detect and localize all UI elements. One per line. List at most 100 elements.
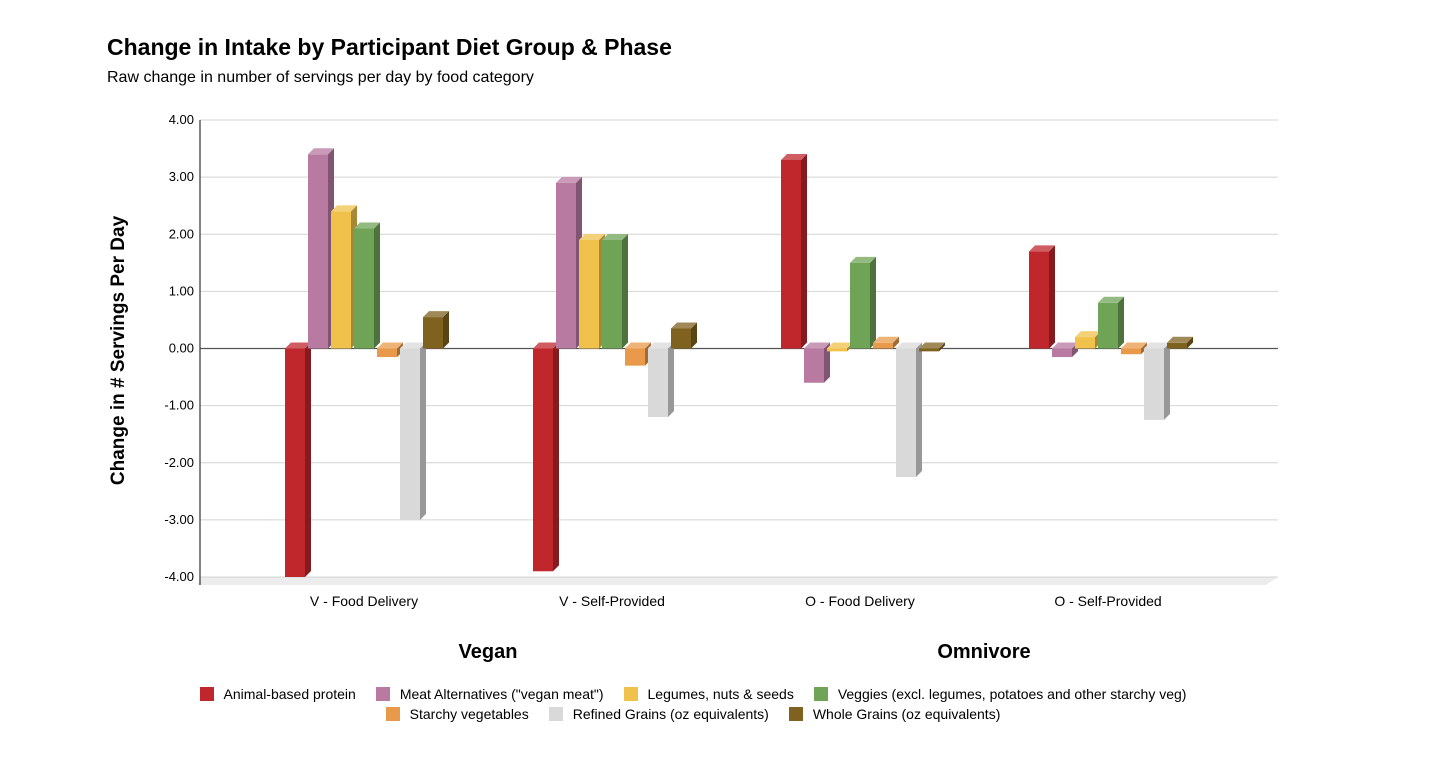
legend-label: Refined Grains (oz equivalents) xyxy=(572,706,769,722)
legend-swatch xyxy=(385,707,400,721)
bar xyxy=(579,233,605,349)
bar-top xyxy=(1144,342,1170,349)
bar-front xyxy=(671,328,691,349)
bar-front xyxy=(579,239,599,349)
bar-front xyxy=(1075,337,1095,349)
bar-front xyxy=(1121,348,1141,355)
legend-item: Legumes, nuts & seeds xyxy=(623,684,794,704)
bar-top xyxy=(781,153,807,160)
bar-front xyxy=(602,239,622,349)
bar-front xyxy=(400,348,420,520)
legend: Animal-based protein Meat Alternatives ("… xyxy=(0,684,1386,724)
bar-top xyxy=(648,342,674,349)
bar xyxy=(827,342,853,352)
legend-item: Animal-based protein xyxy=(199,684,356,704)
bar-top xyxy=(804,342,830,349)
bar xyxy=(354,222,380,349)
bar-top xyxy=(556,176,582,183)
bar-chart: 4.00 3.00 2.00 1.00 0.00 -1.00 -2.00 -3.00 -4.00… xyxy=(108,112,1278,663)
bar-top xyxy=(1167,336,1193,343)
bar-front xyxy=(625,348,645,366)
x-category-label: V - Self-Provided xyxy=(559,593,665,609)
bar-front xyxy=(308,154,328,349)
bar xyxy=(331,205,357,349)
bar-top xyxy=(625,342,651,349)
bar-top xyxy=(1098,296,1124,303)
bar-front xyxy=(1098,302,1118,349)
bar-top xyxy=(423,311,449,318)
bar-front xyxy=(377,348,397,358)
bar-side xyxy=(1187,336,1193,349)
bar xyxy=(671,322,697,349)
bar-top xyxy=(1075,331,1101,338)
bar-top xyxy=(308,148,334,155)
bar-top xyxy=(331,205,357,212)
bar-side xyxy=(374,222,380,349)
bar-top xyxy=(1029,245,1055,252)
chart-subtitle: Raw change in number of servings per day… xyxy=(107,69,534,86)
bar xyxy=(1098,296,1124,349)
legend-swatch xyxy=(813,687,828,701)
legend-label: Legumes, nuts & seeds xyxy=(647,686,794,702)
bar-front xyxy=(285,348,305,577)
bar xyxy=(556,176,582,349)
bar xyxy=(919,342,945,352)
bar-side xyxy=(824,342,830,383)
bar-top xyxy=(873,336,899,343)
bar xyxy=(533,342,559,572)
y-tick-label: 1.00 xyxy=(169,283,194,298)
legend-swatch xyxy=(199,687,214,701)
bar-top xyxy=(400,342,426,349)
legend-label: Starchy vegetables xyxy=(409,706,529,722)
y-tick-label: -1.00 xyxy=(164,398,194,413)
bar xyxy=(1029,245,1055,349)
y-tick-label: 0.00 xyxy=(169,341,194,356)
bar-front xyxy=(423,317,443,349)
y-tick-label: 2.00 xyxy=(169,226,194,241)
legend-item: Meat Alternatives ("vegan meat") xyxy=(375,684,604,704)
x-group-label: Omnivore xyxy=(937,641,1030,663)
bar xyxy=(1121,342,1147,355)
bar-side xyxy=(420,342,426,520)
bar xyxy=(648,342,674,418)
bar-side xyxy=(622,233,628,349)
bar-top xyxy=(827,342,853,349)
legend-label: Animal-based protein xyxy=(223,686,356,702)
bar-top xyxy=(919,342,945,349)
plot-floor xyxy=(198,577,1278,585)
legend-item: Refined Grains (oz equivalents) xyxy=(548,704,769,724)
bar-top xyxy=(602,233,628,240)
bar-side xyxy=(1049,245,1055,349)
bar-side xyxy=(1118,296,1124,349)
bar xyxy=(1167,336,1193,349)
bar-front xyxy=(1167,342,1187,349)
bar-front xyxy=(1029,251,1049,349)
bar xyxy=(1075,331,1101,349)
bar-front xyxy=(850,262,870,349)
y-axis-title: Change in # Servings Per Day xyxy=(108,215,129,485)
bar-side xyxy=(1164,342,1170,420)
y-tick-label: 3.00 xyxy=(169,169,194,184)
y-tick-label: 4.00 xyxy=(169,112,194,127)
bar xyxy=(873,336,899,349)
legend-swatch xyxy=(375,687,390,701)
bar-front xyxy=(533,348,553,572)
bar-front xyxy=(827,348,847,352)
bar-side xyxy=(691,322,697,349)
bar-top xyxy=(896,342,922,349)
y-tick-label: -4.00 xyxy=(164,569,194,584)
bar-side xyxy=(893,336,899,349)
chart-title: Change in Intake by Participant Diet Gro… xyxy=(107,34,672,60)
bar-front xyxy=(781,159,801,349)
bar-side xyxy=(553,342,559,572)
y-tick-label: -2.00 xyxy=(164,455,194,470)
bar-front xyxy=(1052,348,1072,358)
bar-front xyxy=(919,348,939,352)
legend-swatch xyxy=(623,687,638,701)
bar xyxy=(602,233,628,349)
legend-label: Whole Grains (oz equivalents) xyxy=(812,706,1001,722)
bar-top xyxy=(671,322,697,329)
bar-side xyxy=(916,342,922,478)
legend-item: Starchy vegetables xyxy=(385,704,529,724)
bar-front xyxy=(1144,348,1164,420)
